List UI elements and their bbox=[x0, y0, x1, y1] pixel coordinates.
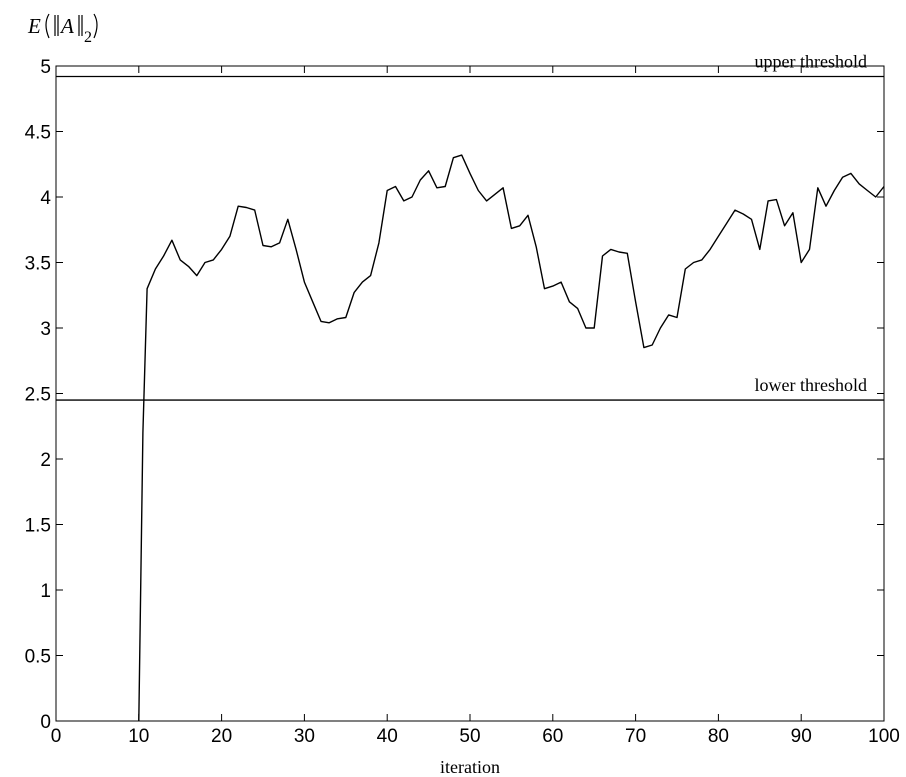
y-tick-label: 2 bbox=[40, 450, 51, 471]
y-axis-label-open-paren bbox=[45, 13, 50, 39]
x-axis-ticks: 0 10 20 30 40 50 60 70 80 90 100 bbox=[51, 66, 900, 747]
x-tick-label: 30 bbox=[294, 726, 315, 747]
x-tick-label: 20 bbox=[211, 726, 232, 747]
y-tick-label: 2.5 bbox=[25, 385, 51, 406]
y-tick-label: 3 bbox=[40, 319, 51, 340]
y-tick-label: 0.5 bbox=[25, 647, 51, 668]
y-tick-label: 4.5 bbox=[25, 123, 51, 144]
threshold-label: lower threshold bbox=[755, 375, 867, 395]
y-tick-label: 1 bbox=[40, 581, 51, 602]
y-axis-label: E A 2 bbox=[27, 13, 98, 46]
x-tick-label: 100 bbox=[868, 726, 900, 747]
x-tick-label: 80 bbox=[708, 726, 729, 747]
x-tick-label: 10 bbox=[128, 726, 149, 747]
y-tick-label: 5 bbox=[40, 57, 51, 78]
x-tick-label: 0 bbox=[51, 726, 62, 747]
x-tick-label: 40 bbox=[377, 726, 398, 747]
x-tick-label: 90 bbox=[791, 726, 812, 747]
y-axis-ticks: 0 0.5 1 1.5 2 2.5 3 3.5 4 4.5 5 bbox=[25, 57, 884, 733]
threshold-label: upper threshold bbox=[755, 51, 867, 71]
y-axis-label-close-paren bbox=[93, 13, 98, 39]
y-axis-label-func: E bbox=[27, 14, 41, 38]
x-axis-label: iteration bbox=[440, 757, 500, 777]
y-tick-label: 4 bbox=[40, 188, 51, 209]
y-tick-label: 1.5 bbox=[25, 516, 51, 537]
x-tick-label: 70 bbox=[625, 726, 646, 747]
x-tick-label: 60 bbox=[542, 726, 563, 747]
y-axis-label-arg: A bbox=[59, 14, 74, 38]
x-tick-label: 50 bbox=[459, 726, 480, 747]
y-axis-label-subscript: 2 bbox=[84, 29, 92, 46]
series-line bbox=[138, 154, 885, 722]
y-tick-label: 3.5 bbox=[25, 254, 51, 275]
y-tick-label: 0 bbox=[40, 712, 51, 733]
